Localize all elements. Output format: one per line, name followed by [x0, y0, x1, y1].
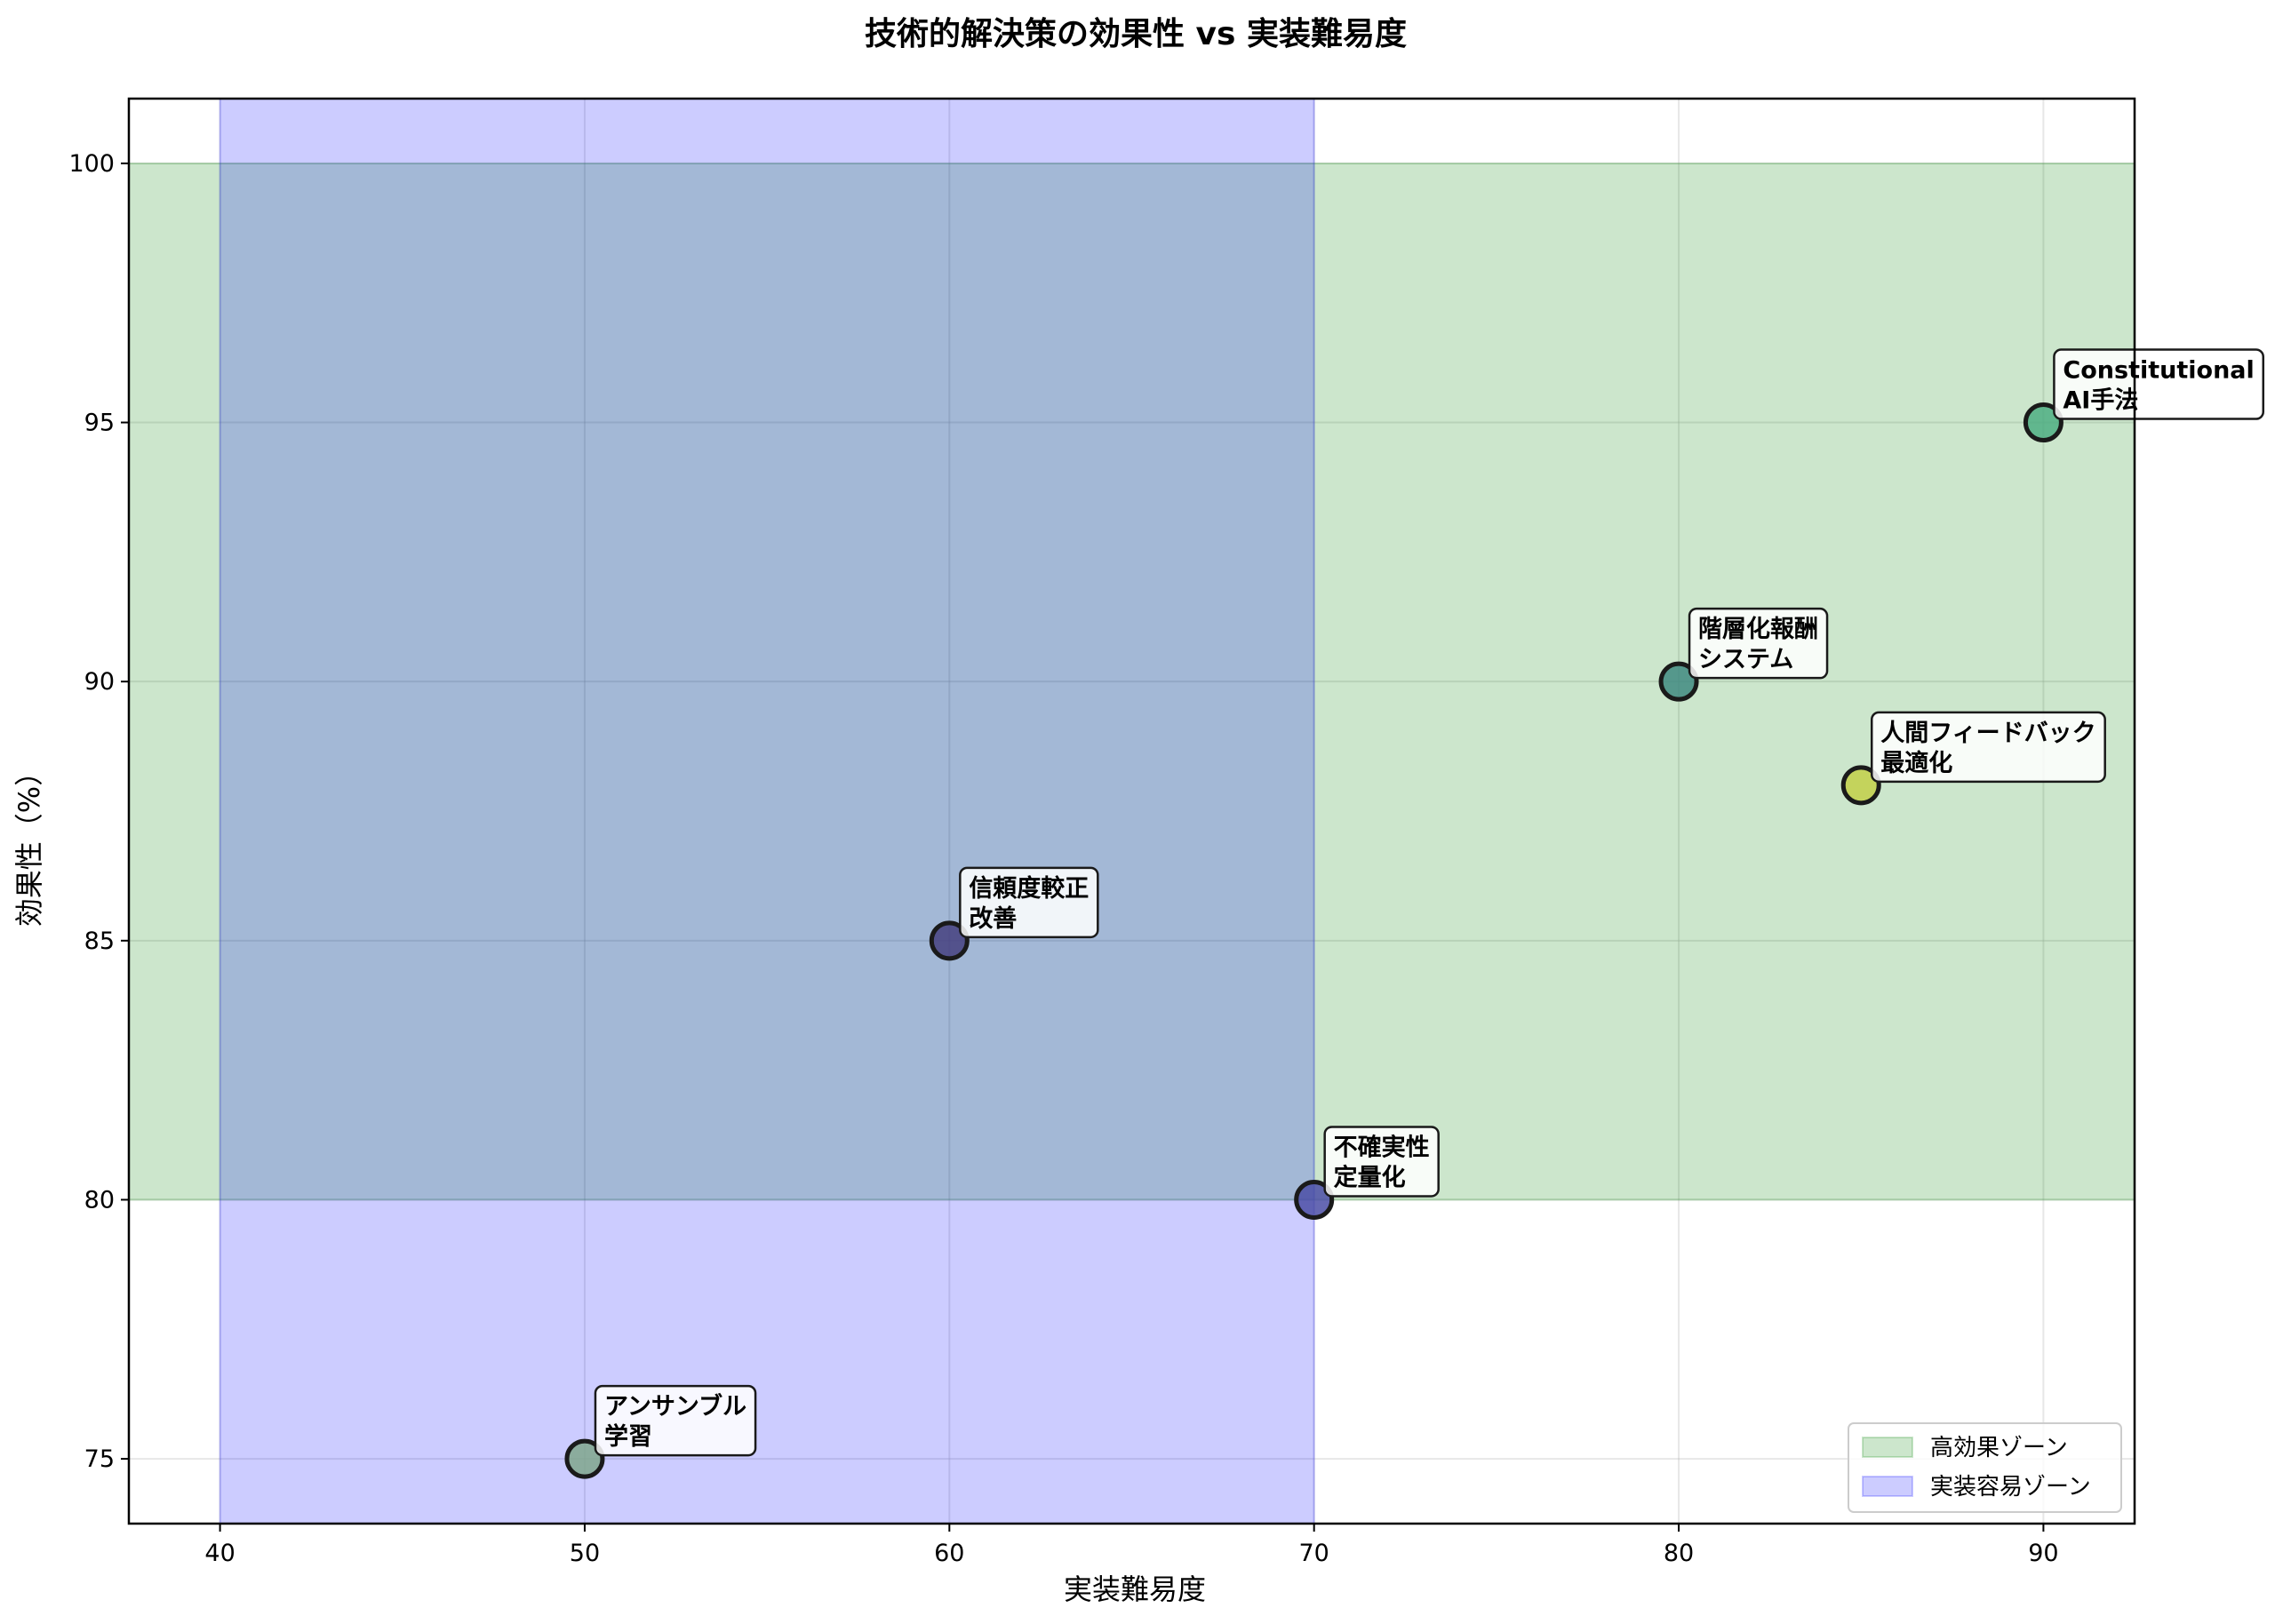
label-line: 信頼度較正: [969, 874, 1089, 903]
x-tick-label: 90: [2028, 1540, 2058, 1567]
legend-swatch: [1862, 1476, 1913, 1497]
label-line: システム: [1698, 646, 1793, 673]
label-box: [2053, 348, 2265, 420]
label-box: [594, 1384, 757, 1457]
axes: 40 50 60 70 80 90 75 80 85 90 95 100: [68, 97, 2136, 1567]
x-tick-label: 50: [570, 1540, 600, 1567]
label-line: 人間フィードバック: [1880, 720, 2095, 747]
label-line: 不確実性: [1334, 1133, 1430, 1161]
legend-swatch: [1862, 1437, 1913, 1458]
label-line: 学習: [604, 1422, 652, 1451]
y-tick-label: 80: [84, 1186, 115, 1214]
y-axis-label: 効果性（%）: [12, 758, 46, 927]
label-box: [1870, 711, 2106, 784]
scatter-point: [2023, 402, 2063, 443]
region-0: [128, 162, 2135, 1201]
y-tick-label: 100: [68, 150, 115, 178]
x-tick-label: 40: [204, 1540, 235, 1567]
legend-entry: 実装容易ゾーン: [1930, 1474, 2091, 1501]
legend-entry: 高効果ゾーン: [1930, 1435, 2068, 1461]
x-tick-label: 70: [1299, 1540, 1329, 1567]
label-line: Constitutional: [2063, 357, 2254, 385]
y-tick-label: 85: [84, 927, 115, 955]
scatter-point: [1658, 661, 1699, 702]
label-line: 改善: [969, 904, 1017, 933]
scatter-point: [1840, 765, 1881, 806]
legend-box: [1848, 1422, 2122, 1513]
label-line: 定量化: [1334, 1163, 1406, 1191]
x-tick-label: 80: [1664, 1540, 1694, 1567]
y-tick-label: 90: [84, 668, 115, 696]
plot-background: [129, 99, 2135, 1524]
label-box: [1323, 1126, 1440, 1198]
plot-frame: [127, 97, 2136, 1525]
y-tick-label: 75: [84, 1445, 115, 1473]
region-1: [219, 98, 1315, 1524]
label-line: アンサンブル: [604, 1392, 746, 1421]
label-line: 最適化: [1880, 749, 1952, 777]
scatter-point: [929, 920, 970, 961]
x-axis-label: 実装難易度: [1064, 1572, 1206, 1606]
x-tick-label: 60: [934, 1540, 964, 1567]
label-line: AI手法: [2063, 387, 2138, 415]
plot-area: ConstitutionalAI手法階層化報酬システム人間フィードバック最適化信…: [128, 98, 2265, 1524]
label-box: [959, 866, 1099, 939]
scatter-point: [1294, 1179, 1335, 1220]
label-box: [1688, 607, 1829, 680]
y-tick-label: 95: [84, 410, 115, 437]
label-line: 階層化報酬: [1698, 616, 1818, 643]
chart-title: 技術的解決策の効果性 vs 実装難易度: [865, 16, 1407, 52]
scatter-point: [564, 1438, 605, 1479]
